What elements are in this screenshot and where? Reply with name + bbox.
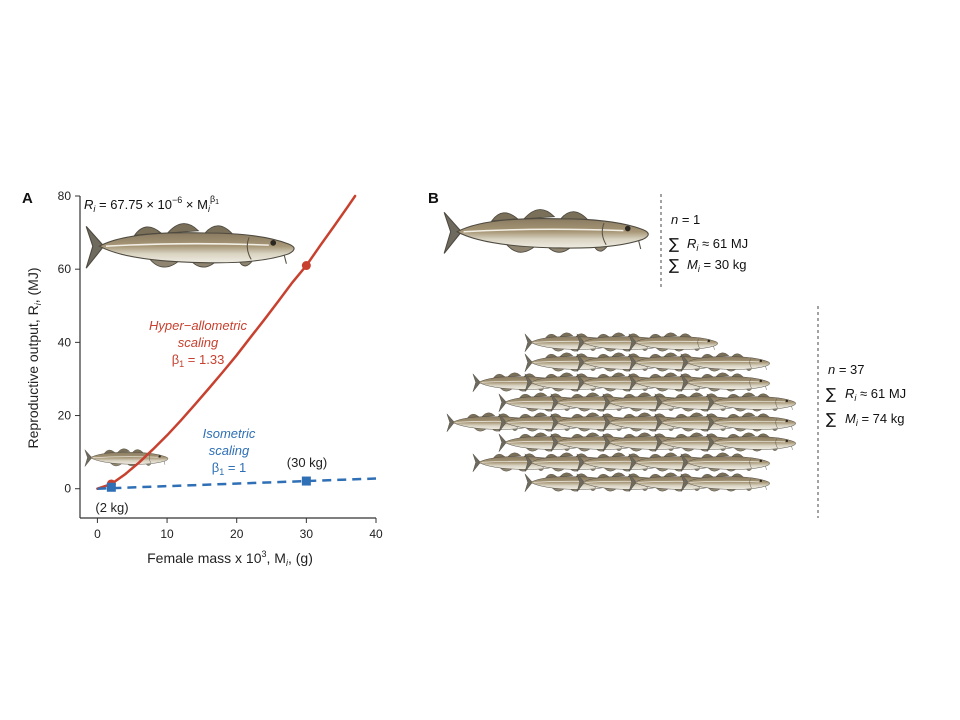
x-tick-label: 0 xyxy=(94,527,101,541)
y-axis-label-unit: , (MJ) xyxy=(25,268,41,304)
school-sum-r-sub: i xyxy=(854,393,857,403)
panel-b-letter: B xyxy=(428,190,439,207)
single-stats: n = 1 ∑ Ri ≈ 61 MJ ∑ Mi = 30 kg xyxy=(669,212,748,274)
hyper-label-line1: Hyper−allometric xyxy=(149,318,247,333)
iso-label-line1: Isometric xyxy=(203,426,256,441)
equation-r-sub: i xyxy=(93,204,96,214)
single-n-value: = 1 xyxy=(678,212,700,227)
iso-beta-sub: 1 xyxy=(219,467,224,477)
x-axis-label-text: Female mass x 10 xyxy=(147,550,262,566)
school-sum-m-symbol: ∑ xyxy=(826,410,836,428)
school-stats: n = 37 ∑ Ri ≈ 61 MJ ∑ Mi = 74 kg xyxy=(826,362,906,428)
single-sum-m-var: M xyxy=(687,257,698,272)
single-sum-r-symbol: ∑ xyxy=(669,235,679,253)
chart-series xyxy=(96,194,377,490)
x-tick-label: 10 xyxy=(160,527,174,541)
label-2kg: (2 kg) xyxy=(95,500,128,515)
chart-ticks: 0 10 20 30 40 0 20 40 60 80 xyxy=(58,189,383,541)
iso-beta-label: β1 = 1 xyxy=(212,460,247,477)
y-axis-label-text: Reproductive output, R xyxy=(25,305,41,448)
small-fish-image xyxy=(84,448,169,467)
single-sum-r-sub: i xyxy=(696,243,699,253)
hyper-beta-sub: 1 xyxy=(179,359,184,369)
equation-exponent: −6 xyxy=(172,195,182,205)
y-axis-label-sub: i xyxy=(33,302,43,305)
school-sum-m-value: = 74 kg xyxy=(858,411,905,426)
school-sum-m: Mi = 74 kg xyxy=(845,411,904,428)
single-sum-m-symbol: ∑ xyxy=(669,256,679,274)
x-tick-label: 40 xyxy=(369,527,383,541)
iso-point xyxy=(106,482,116,492)
label-30kg: (30 kg) xyxy=(287,455,327,470)
panel-b: B n = 1 ∑ Ri ≈ 61 MJ ∑ Mi = 30 kg n = 37… xyxy=(428,190,906,518)
hyper-allometric-line xyxy=(96,194,357,490)
scaling-equation: Ri = 67.75 × 10−6 × Miβ1 xyxy=(84,194,219,214)
single-sum-m-sub: i xyxy=(698,264,701,274)
x-axis-label-sup: 3 xyxy=(262,549,267,559)
school-sum-r-symbol: ∑ xyxy=(826,385,836,403)
chart-markers xyxy=(106,261,311,492)
single-n-label: n xyxy=(671,212,678,227)
y-tick-label: 80 xyxy=(58,189,72,203)
y-axis-label: Reproductive output, Ri, (MJ) xyxy=(25,268,43,449)
school-n-value: = 37 xyxy=(835,362,864,377)
large-fish-image xyxy=(85,222,295,269)
school-sum-m-sub: i xyxy=(856,418,859,428)
y-tick-label: 0 xyxy=(64,482,71,496)
equation-power: β xyxy=(210,194,215,204)
equation-middle: = 67.75 × 10 xyxy=(95,197,172,212)
single-fish-image xyxy=(443,208,650,255)
hyper-beta-value: = 1.33 xyxy=(184,352,224,367)
iso-beta-value: = 1 xyxy=(224,460,246,475)
x-axis-label-unit: , (g) xyxy=(288,550,313,566)
panel-a-letter: A xyxy=(22,190,33,207)
equation-m-sub: i xyxy=(208,204,211,214)
x-axis-label: Female mass x 103, Mi, (g) xyxy=(147,549,313,568)
iso-beta-symbol: β xyxy=(212,460,219,475)
equation-r: R xyxy=(84,197,93,212)
y-tick-label: 40 xyxy=(58,335,72,349)
hyper-beta-symbol: β xyxy=(172,352,179,367)
equation-times: × M xyxy=(182,197,208,212)
school-n-label: n xyxy=(828,362,835,377)
y-tick-label: 20 xyxy=(58,409,72,423)
school-sum-r-var: R xyxy=(845,386,854,401)
y-tick-label: 60 xyxy=(58,262,72,276)
school-sum-r: Ri ≈ 61 MJ xyxy=(845,386,906,403)
hyper-beta-label: β1 = 1.33 xyxy=(172,352,225,369)
hyper-label-line2: scaling xyxy=(178,335,219,350)
x-axis-label-var: , M xyxy=(267,550,286,566)
fish-school-image xyxy=(446,332,797,493)
x-tick-label: 20 xyxy=(230,527,244,541)
school-sum-r-value: ≈ 61 MJ xyxy=(856,386,906,401)
single-sum-m-value: = 30 kg xyxy=(700,257,747,272)
iso-label-line2: scaling xyxy=(209,443,250,458)
single-sum-r: Ri ≈ 61 MJ xyxy=(687,236,748,253)
hyper-point xyxy=(301,261,311,271)
school-sum-m-var: M xyxy=(845,411,856,426)
x-axis-label-sub: i xyxy=(286,558,289,568)
single-n: n = 1 xyxy=(671,212,700,227)
iso-point xyxy=(301,476,311,486)
panel-a: A 0 10 20 30 40 0 20 40 60 80 Ri = 67.75 × 10−6 ×… xyxy=(22,189,383,568)
school-n: n = 37 xyxy=(828,362,865,377)
single-sum-m: Mi = 30 kg xyxy=(687,257,746,274)
chart-axes xyxy=(79,196,376,519)
single-sum-r-value: ≈ 61 MJ xyxy=(698,236,748,251)
x-tick-label: 30 xyxy=(300,527,314,541)
single-sum-r-var: R xyxy=(687,236,696,251)
equation-power-sub: 1 xyxy=(215,199,219,206)
isometric-line xyxy=(97,477,377,490)
